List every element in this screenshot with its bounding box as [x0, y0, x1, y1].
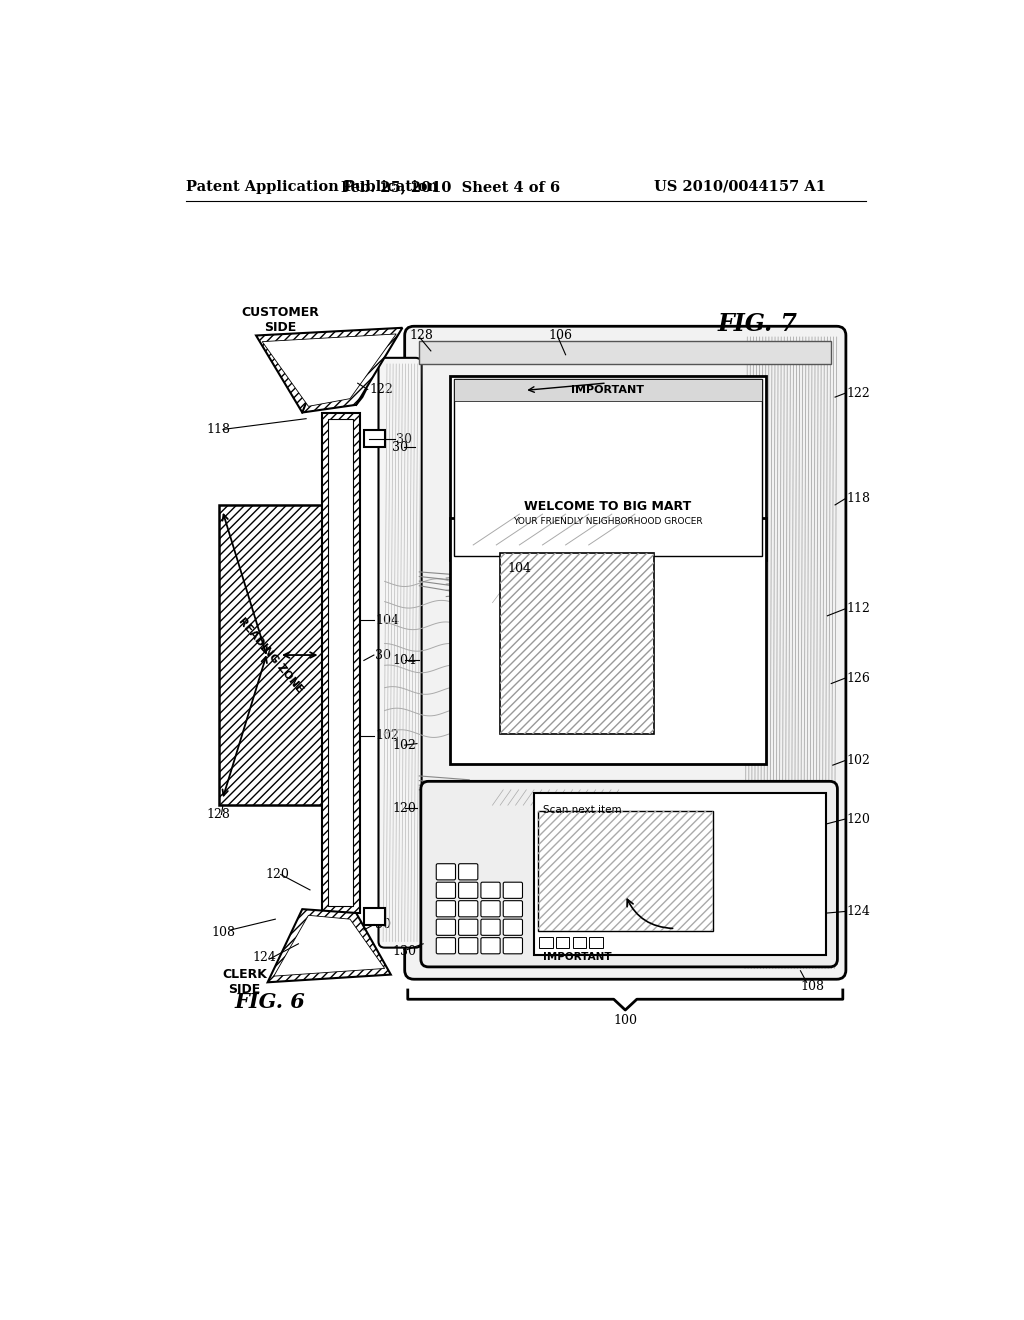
- Text: 30: 30: [376, 648, 391, 661]
- Text: WELCOME TO BIG MART: WELCOME TO BIG MART: [524, 500, 691, 513]
- Text: 30: 30: [376, 917, 391, 931]
- Text: 118: 118: [847, 492, 870, 506]
- FancyBboxPatch shape: [459, 863, 478, 880]
- Text: 124: 124: [847, 906, 870, 917]
- FancyBboxPatch shape: [459, 882, 478, 899]
- Text: 104: 104: [508, 562, 531, 576]
- Text: 124: 124: [252, 952, 276, 964]
- FancyBboxPatch shape: [503, 882, 522, 899]
- Bar: [538, 810, 713, 931]
- Text: IMPORTANT: IMPORTANT: [544, 952, 612, 962]
- Text: 102: 102: [847, 754, 870, 767]
- Text: 130: 130: [392, 945, 417, 958]
- Text: READING ZONE: READING ZONE: [237, 615, 304, 694]
- FancyBboxPatch shape: [379, 358, 422, 948]
- Text: 106: 106: [549, 329, 572, 342]
- FancyBboxPatch shape: [503, 937, 522, 954]
- Text: US 2010/0044157 A1: US 2010/0044157 A1: [654, 180, 826, 194]
- Text: 100: 100: [613, 1014, 637, 1027]
- Bar: [590, 937, 603, 948]
- Text: 120: 120: [392, 801, 416, 814]
- FancyBboxPatch shape: [481, 937, 500, 954]
- Text: FIG. 6: FIG. 6: [234, 991, 305, 1011]
- Text: Patent Application Publication: Patent Application Publication: [186, 180, 438, 194]
- Text: 128: 128: [410, 329, 433, 342]
- Bar: [364, 430, 385, 447]
- Text: 120: 120: [265, 869, 289, 880]
- FancyBboxPatch shape: [459, 937, 478, 954]
- Bar: [535, 793, 826, 956]
- Text: 108: 108: [801, 979, 824, 993]
- Bar: [219, 506, 322, 805]
- Text: 122: 122: [370, 383, 393, 396]
- Text: 120: 120: [847, 813, 870, 825]
- Bar: [572, 937, 587, 948]
- FancyBboxPatch shape: [436, 882, 456, 899]
- Text: 102: 102: [376, 730, 399, 742]
- FancyBboxPatch shape: [503, 919, 522, 936]
- FancyBboxPatch shape: [421, 781, 838, 966]
- Polygon shape: [256, 327, 402, 412]
- Bar: [556, 937, 569, 948]
- Text: 112: 112: [847, 602, 870, 615]
- Polygon shape: [262, 334, 396, 407]
- Bar: [538, 810, 713, 931]
- Text: Feb. 25, 2010  Sheet 4 of 6: Feb. 25, 2010 Sheet 4 of 6: [341, 180, 560, 194]
- Polygon shape: [267, 909, 391, 982]
- Text: 126: 126: [847, 672, 870, 685]
- FancyBboxPatch shape: [481, 919, 500, 936]
- Text: 128: 128: [206, 808, 230, 821]
- Text: CUSTOMER
SIDE: CUSTOMER SIDE: [242, 306, 319, 334]
- Bar: [539, 937, 553, 948]
- Bar: [364, 908, 385, 924]
- FancyBboxPatch shape: [436, 919, 456, 936]
- FancyBboxPatch shape: [481, 882, 500, 899]
- FancyBboxPatch shape: [459, 919, 478, 936]
- Text: 30: 30: [392, 441, 409, 454]
- Bar: [451, 517, 766, 764]
- Text: 108: 108: [211, 925, 236, 939]
- Text: IMPORTANT: IMPORTANT: [571, 385, 644, 395]
- FancyBboxPatch shape: [459, 900, 478, 917]
- Text: FIG. 7: FIG. 7: [717, 312, 798, 337]
- FancyBboxPatch shape: [481, 900, 500, 917]
- Bar: [451, 376, 766, 561]
- FancyBboxPatch shape: [436, 900, 456, 917]
- Text: 30: 30: [396, 433, 413, 446]
- FancyBboxPatch shape: [436, 863, 456, 880]
- Bar: [488, 587, 620, 603]
- Bar: [419, 341, 831, 364]
- Bar: [500, 553, 654, 734]
- Text: 104: 104: [376, 614, 399, 627]
- Bar: [500, 553, 654, 734]
- Text: 102: 102: [392, 739, 416, 751]
- Bar: [219, 506, 322, 805]
- Text: 122: 122: [847, 387, 870, 400]
- FancyBboxPatch shape: [436, 937, 456, 954]
- Text: 104: 104: [392, 653, 417, 667]
- Bar: [329, 420, 353, 906]
- Bar: [322, 413, 360, 913]
- Bar: [454, 379, 762, 557]
- Bar: [454, 379, 762, 401]
- FancyBboxPatch shape: [404, 326, 846, 979]
- Text: YOUR FRIENDLY NEIGHBORHOOD GROCER: YOUR FRIENDLY NEIGHBORHOOD GROCER: [513, 517, 702, 527]
- Text: CLERK
SIDE: CLERK SIDE: [222, 969, 267, 997]
- Bar: [322, 413, 360, 913]
- Polygon shape: [273, 915, 385, 977]
- Text: 118: 118: [206, 422, 230, 436]
- Text: Scan next item: Scan next item: [544, 805, 622, 814]
- FancyBboxPatch shape: [503, 900, 522, 917]
- Bar: [488, 789, 615, 805]
